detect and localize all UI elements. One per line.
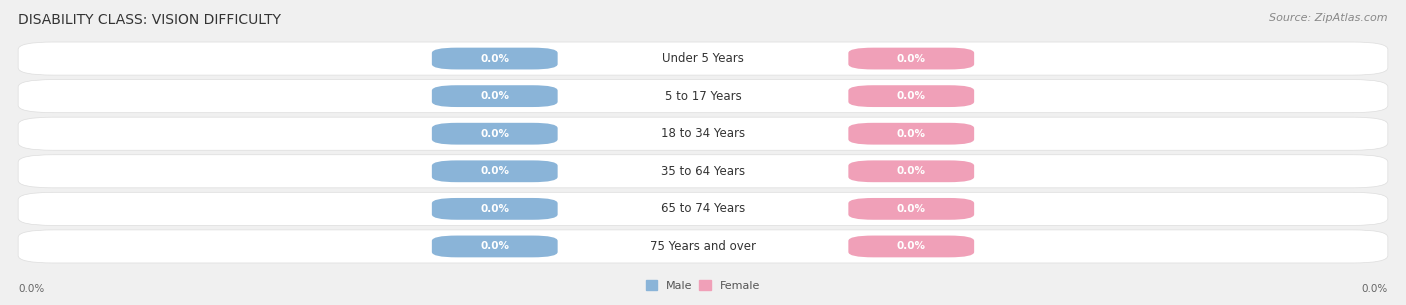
FancyBboxPatch shape (848, 123, 974, 145)
FancyBboxPatch shape (18, 192, 1388, 225)
Text: 0.0%: 0.0% (897, 204, 925, 214)
Text: 75 Years and over: 75 Years and over (650, 240, 756, 253)
Text: 5 to 17 Years: 5 to 17 Years (665, 90, 741, 103)
Text: 0.0%: 0.0% (481, 54, 509, 63)
Text: 35 to 64 Years: 35 to 64 Years (661, 165, 745, 178)
Text: 0.0%: 0.0% (481, 91, 509, 101)
Text: Under 5 Years: Under 5 Years (662, 52, 744, 65)
FancyBboxPatch shape (432, 198, 558, 220)
Text: 18 to 34 Years: 18 to 34 Years (661, 127, 745, 140)
Text: 0.0%: 0.0% (897, 129, 925, 139)
Text: 0.0%: 0.0% (481, 166, 509, 176)
FancyBboxPatch shape (848, 48, 974, 70)
FancyBboxPatch shape (18, 230, 1388, 263)
FancyBboxPatch shape (18, 155, 1388, 188)
FancyBboxPatch shape (432, 160, 558, 182)
Text: 0.0%: 0.0% (481, 204, 509, 214)
FancyBboxPatch shape (848, 198, 974, 220)
Text: 0.0%: 0.0% (18, 284, 45, 294)
FancyBboxPatch shape (432, 123, 558, 145)
Legend: Male, Female: Male, Female (641, 276, 765, 295)
FancyBboxPatch shape (18, 80, 1388, 113)
FancyBboxPatch shape (432, 85, 558, 107)
FancyBboxPatch shape (18, 117, 1388, 150)
FancyBboxPatch shape (18, 42, 1388, 75)
FancyBboxPatch shape (848, 85, 974, 107)
FancyBboxPatch shape (848, 235, 974, 257)
FancyBboxPatch shape (848, 160, 974, 182)
FancyBboxPatch shape (432, 48, 558, 70)
Text: 0.0%: 0.0% (481, 129, 509, 139)
Text: DISABILITY CLASS: VISION DIFFICULTY: DISABILITY CLASS: VISION DIFFICULTY (18, 13, 281, 27)
Text: Source: ZipAtlas.com: Source: ZipAtlas.com (1270, 13, 1388, 23)
Text: 0.0%: 0.0% (897, 166, 925, 176)
Text: 0.0%: 0.0% (481, 242, 509, 251)
Text: 0.0%: 0.0% (897, 242, 925, 251)
FancyBboxPatch shape (432, 235, 558, 257)
Text: 0.0%: 0.0% (897, 54, 925, 63)
Text: 65 to 74 Years: 65 to 74 Years (661, 202, 745, 215)
Text: 0.0%: 0.0% (897, 91, 925, 101)
Text: 0.0%: 0.0% (1361, 284, 1388, 294)
